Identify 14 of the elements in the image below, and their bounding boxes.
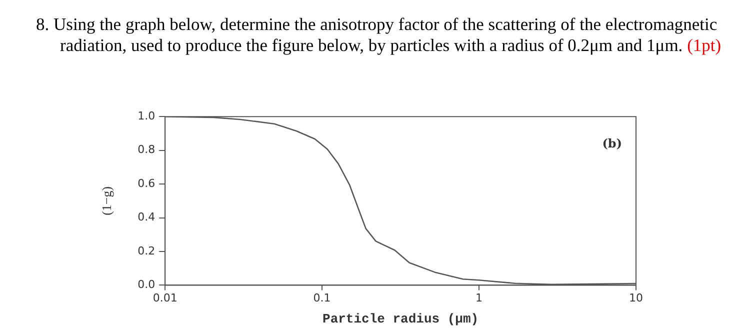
y-tick-label: 0.0 <box>138 278 156 292</box>
text: (1pt) <box>686 35 722 55</box>
x-tick-label: 0.01 <box>152 292 178 305</box>
annotation: (b) <box>602 136 622 151</box>
x-tick-label: 1 <box>476 292 483 305</box>
y-tick-label: 0.2 <box>138 244 156 258</box>
y-tick-label: 1.0 <box>138 109 156 122</box>
x-axis-title: Particle radius (μm) <box>322 311 479 326</box>
y-tick-label: 0.8 <box>138 143 156 156</box>
y-tick-label: 0.4 <box>138 210 156 224</box>
y-axis-title: (1−g) <box>99 186 114 216</box>
x-tick-label: 0.1 <box>313 292 331 305</box>
y-tick-label: 0.6 <box>138 176 156 190</box>
x-tick-label: 10 <box>629 292 643 305</box>
